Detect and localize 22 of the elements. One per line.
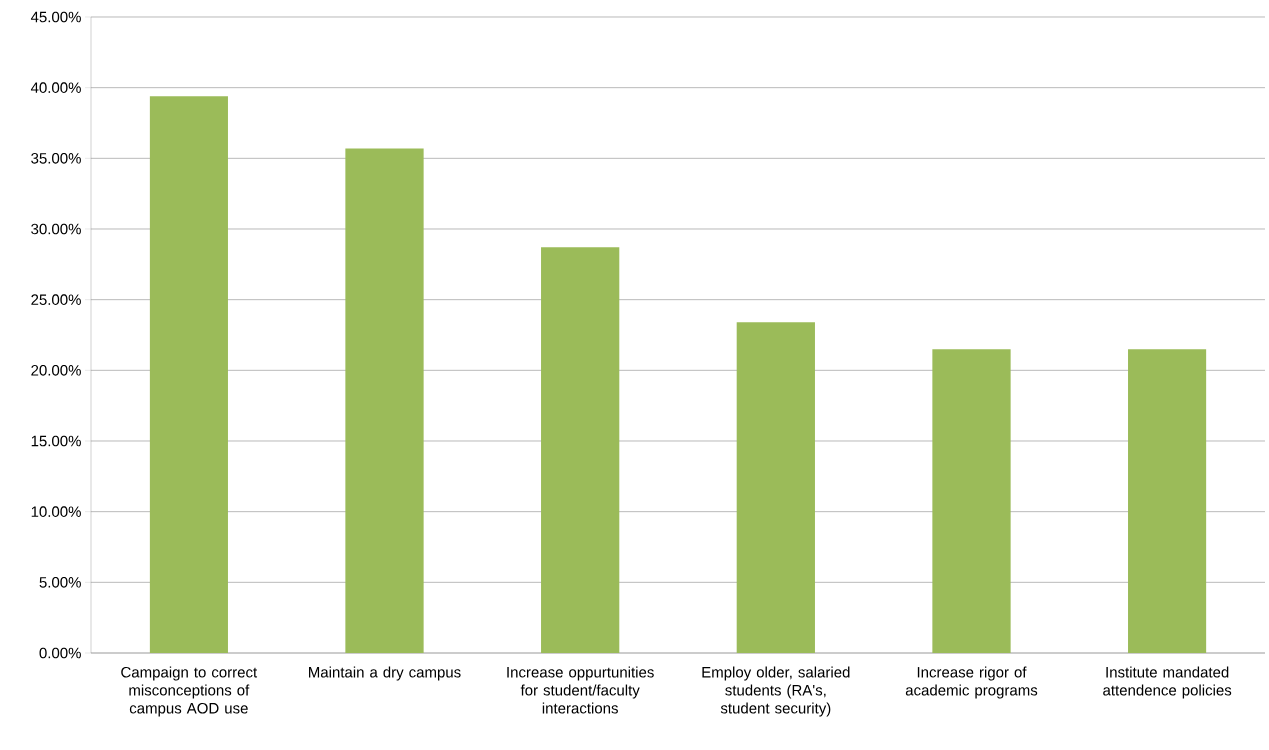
bar	[736, 322, 815, 653]
y-tick-label: 0.00%	[39, 647, 81, 659]
x-tick-label: Increase oppurtunities for student/faculty interactions	[507, 666, 654, 714]
y-tick-label: 40.00%	[30, 82, 81, 93]
bar	[932, 349, 1011, 653]
y-tick-label: 15.00%	[31, 435, 81, 447]
bar	[541, 247, 620, 653]
x-tick-label: Employ older, salaried students (RA's, student security)	[702, 666, 850, 717]
y-tick-label: 30.00%	[31, 223, 81, 235]
x-tick-label: Campaign to correct misconceptions of campus AOD use	[121, 666, 258, 717]
y-tick-label: 35.00%	[31, 153, 81, 164]
bar	[345, 148, 424, 653]
x-tick-label: Institute mandated attendence policies	[1103, 666, 1232, 699]
x-tick-label: Maintain a dry campus	[309, 666, 461, 681]
y-tick-label: 45.00%	[30, 11, 81, 23]
bar	[149, 96, 228, 653]
y-tick-label: 10.00%	[31, 506, 81, 517]
y-tick-label: 20.00%	[31, 365, 81, 376]
x-tick-label: Increase rigor of academic programs	[905, 666, 1038, 699]
y-tick-label: 25.00%	[31, 294, 81, 305]
y-tick-label: 5.00%	[39, 577, 81, 588]
bar	[1128, 349, 1207, 653]
